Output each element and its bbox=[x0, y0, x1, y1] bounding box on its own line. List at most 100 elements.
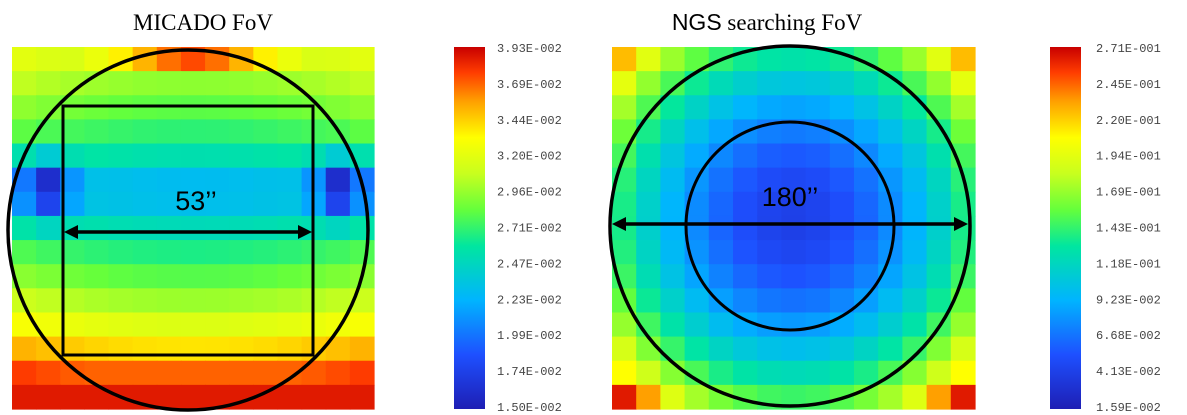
heatmap-cell bbox=[636, 384, 661, 410]
heatmap-cell bbox=[253, 336, 279, 362]
heatmap-cell bbox=[902, 119, 928, 145]
heatmap-cell bbox=[805, 336, 831, 362]
colorbar-tick-label: 1.94E-001 bbox=[1096, 150, 1161, 164]
heatmap-cell bbox=[660, 47, 686, 72]
heatmap-cell bbox=[36, 71, 61, 96]
heatmap-cell bbox=[277, 143, 303, 169]
heatmap-cell bbox=[12, 95, 37, 120]
heatmap-cell bbox=[660, 167, 686, 193]
heatmap-cell bbox=[253, 312, 279, 338]
heatmap-cell bbox=[733, 95, 758, 120]
heatmap-cell bbox=[781, 47, 807, 72]
heatmap-cell bbox=[926, 384, 952, 410]
colorbar-micado bbox=[454, 47, 485, 409]
heatmap-cell bbox=[84, 95, 110, 120]
heatmap-cell bbox=[253, 240, 279, 265]
heatmap-cell bbox=[229, 312, 254, 338]
heatmap-cell bbox=[229, 288, 254, 314]
heatmap-cell bbox=[636, 215, 661, 241]
heatmap-cell bbox=[180, 167, 206, 193]
heatmap-cell bbox=[733, 336, 758, 362]
heatmap-cell bbox=[757, 143, 782, 169]
ngs-size-label: 180’’ bbox=[762, 182, 819, 212]
heatmap-cell bbox=[829, 360, 855, 386]
heatmap-cell bbox=[325, 71, 351, 96]
heatmap-cell bbox=[12, 191, 37, 217]
heatmap-cell bbox=[84, 264, 110, 289]
heatmap-cell bbox=[132, 360, 158, 386]
heatmap-cell bbox=[84, 119, 110, 145]
heatmap-cell bbox=[325, 167, 351, 193]
ngs-arrow-head-left bbox=[612, 217, 626, 231]
heatmap-cell bbox=[36, 384, 61, 410]
heatmap-cell bbox=[156, 288, 182, 314]
heatmap-cell bbox=[156, 264, 182, 289]
heatmap-cell bbox=[926, 215, 952, 241]
heatmap-cell bbox=[180, 119, 206, 145]
heatmap-cell bbox=[950, 240, 976, 265]
heatmap-cell bbox=[229, 167, 254, 193]
heatmap-cell bbox=[902, 47, 928, 72]
heatmap-cell bbox=[277, 264, 303, 289]
heatmap-cell bbox=[325, 191, 351, 217]
heatmap-cell bbox=[253, 360, 279, 386]
heatmap-cell bbox=[660, 191, 686, 217]
heatmap-cell bbox=[253, 71, 279, 96]
colorbar-tick-label: 2.71E-001 bbox=[1096, 42, 1161, 56]
heatmap-cell bbox=[253, 119, 279, 145]
heatmap-cell bbox=[12, 71, 37, 96]
heatmap-cell bbox=[36, 288, 61, 314]
heatmap-cell bbox=[229, 215, 254, 241]
heatmap-cell bbox=[205, 360, 230, 386]
heatmap-cell bbox=[301, 47, 327, 72]
heatmap-cell bbox=[684, 288, 710, 314]
heatmap-cell bbox=[612, 240, 637, 265]
heatmap-cell bbox=[156, 71, 182, 96]
heatmap-cell bbox=[349, 360, 375, 386]
colorbar-tick-label: 2.96E-002 bbox=[497, 186, 562, 200]
colorbar-tick-label: 2.23E-002 bbox=[497, 293, 562, 307]
heatmap-cell bbox=[180, 312, 206, 338]
heatmap-cell bbox=[684, 312, 710, 338]
heatmap-cell bbox=[277, 167, 303, 193]
heatmap-cell bbox=[156, 240, 182, 265]
heatmap-cell bbox=[950, 384, 976, 410]
heatmap-cell bbox=[708, 360, 734, 386]
heatmap-cell bbox=[349, 47, 375, 72]
chart-title-ngs-rest: searching FoV bbox=[722, 10, 863, 35]
heatmap-cell bbox=[12, 360, 37, 386]
heatmap-cell bbox=[660, 215, 686, 241]
colorbar-tick-label: 3.93E-002 bbox=[497, 42, 562, 56]
heatmap-cell bbox=[878, 119, 903, 145]
heatmap-cell bbox=[805, 167, 831, 193]
heatmap-cell bbox=[684, 95, 710, 120]
heatmap-cell bbox=[902, 143, 928, 169]
colorbar-tick-label: 2.47E-002 bbox=[497, 257, 562, 271]
heatmap-cell bbox=[108, 119, 134, 145]
heatmap-cell bbox=[926, 71, 952, 96]
heatmap-cell bbox=[926, 360, 952, 386]
heatmap-cell bbox=[660, 336, 686, 362]
heatmap-cell bbox=[156, 191, 182, 217]
heatmap-cell bbox=[205, 95, 230, 120]
heatmap-cell bbox=[156, 167, 182, 193]
heatmap-cell bbox=[854, 360, 879, 386]
heatmap-cell bbox=[12, 47, 37, 72]
heatmap-cell bbox=[349, 312, 375, 338]
heatmap-cell bbox=[36, 119, 61, 145]
heatmap-cell bbox=[902, 312, 928, 338]
heatmap-cell bbox=[612, 71, 637, 96]
heatmap-cell bbox=[854, 167, 879, 193]
heatmap-cell bbox=[277, 384, 303, 410]
heatmap-cell bbox=[757, 264, 782, 289]
colorbar-tick-label: 6.68E-002 bbox=[1096, 329, 1161, 343]
colorbar-tick-label: 1.43E-001 bbox=[1096, 222, 1161, 236]
heatmap-cell bbox=[180, 95, 206, 120]
heatmap-cell bbox=[829, 95, 855, 120]
heatmap-cell bbox=[708, 95, 734, 120]
heatmap-cell bbox=[132, 95, 158, 120]
heatmap-cell bbox=[36, 143, 61, 169]
heatmap-cell bbox=[950, 95, 976, 120]
heatmap-cell bbox=[156, 143, 182, 169]
heatmap-cell bbox=[781, 264, 807, 289]
